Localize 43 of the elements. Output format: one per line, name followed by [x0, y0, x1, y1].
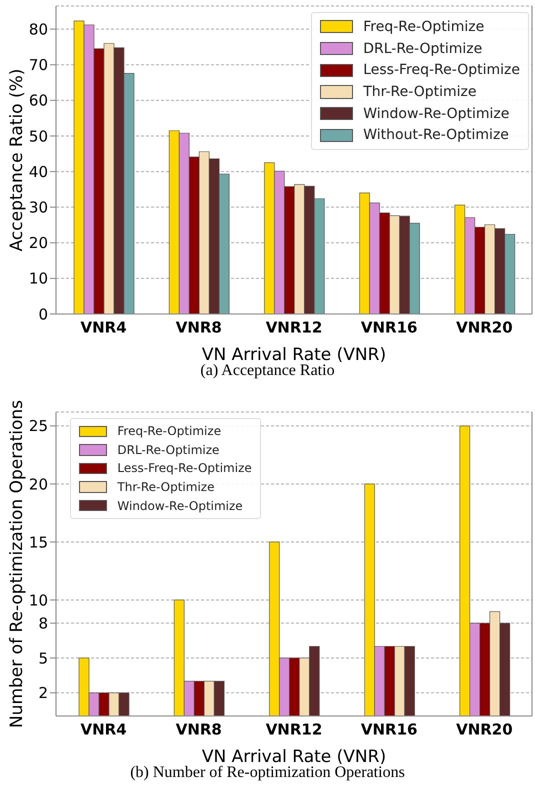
- y-axis-title: Acceptance Ratio (%): [7, 68, 28, 252]
- y-tick-label: 80: [28, 20, 48, 38]
- x-tick-label: VNR12: [266, 318, 322, 337]
- y-tick-label: 20: [28, 234, 48, 252]
- x-axis-title: VN Arrival Rate (VNR): [202, 747, 386, 767]
- legend-label: Window-Re-Optimize: [117, 498, 243, 513]
- y-tick-label: 8: [38, 614, 48, 632]
- y-tick-label: 2: [38, 684, 48, 702]
- x-tick-label: VNR20: [456, 318, 513, 337]
- x-tick-label: VNR16: [360, 720, 418, 739]
- y-tick-label: 10: [28, 270, 48, 288]
- legend-label: Without-Re-Optimize: [363, 127, 509, 144]
- x-tick-label: VNR12: [266, 720, 322, 739]
- x-axis-title: VN Arrival Rate (VNR): [202, 345, 386, 365]
- legend-label: DRL-Re-Optimize: [363, 40, 482, 57]
- y-tick-label: 50: [28, 127, 48, 146]
- x-tick-label: VNR8: [176, 318, 222, 337]
- legend-label: Less-Freq-Re-Optimize: [363, 62, 520, 78]
- x-tick-label: VNR4: [80, 318, 127, 337]
- y-tick-label: 25: [28, 417, 48, 436]
- y-tick-label: 5: [38, 649, 48, 668]
- y-tick-label: 0: [38, 305, 48, 324]
- legend-label: Thr-Re-Optimize: [117, 480, 214, 494]
- legend-label: Freq-Re-Optimize: [363, 18, 484, 35]
- legend-label: Thr-Re-Optimize: [363, 84, 476, 100]
- y-tick-label: 40: [28, 162, 48, 181]
- y-tick-label: 20: [28, 475, 48, 494]
- legend-label: DRL-Re-Optimize: [117, 442, 220, 457]
- y-tick-label: 30: [28, 198, 48, 217]
- y-tick-label: 10: [28, 591, 48, 610]
- y-tick-label: 70: [28, 56, 48, 74]
- y-tick-label: 60: [28, 92, 48, 110]
- x-tick-label: VNR4: [80, 720, 127, 739]
- y-axis-title: Number of Re-optimization Operations: [7, 400, 28, 728]
- text: (a) Acceptance Ratio: [199, 362, 336, 381]
- x-tick-label: VNR8: [176, 720, 222, 739]
- legend-label: Window-Re-Optimize: [363, 106, 510, 122]
- x-tick-label: VNR16: [360, 318, 418, 337]
- x-tick-label: VNR20: [456, 720, 513, 739]
- legend-label: Freq-Re-Optimize: [117, 424, 222, 438]
- text: (b) Number of Re-optimization Operations: [129, 764, 406, 783]
- y-tick-label: 15: [28, 533, 48, 552]
- legend-label: Less-Freq-Re-Optimize: [117, 461, 252, 476]
